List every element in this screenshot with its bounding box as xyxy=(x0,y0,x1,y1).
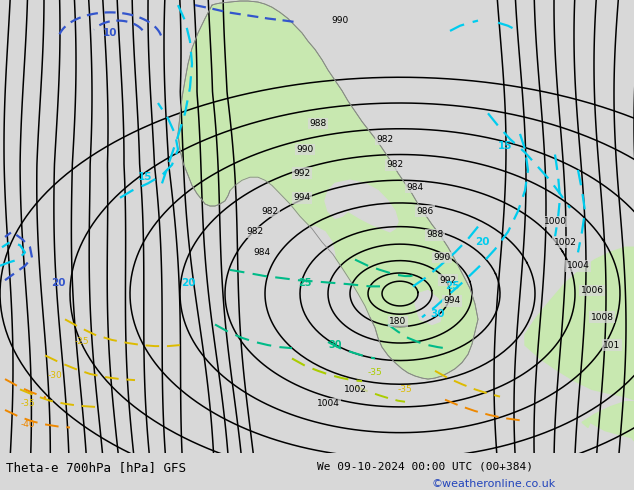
Text: 15: 15 xyxy=(138,172,152,182)
Polygon shape xyxy=(525,247,634,400)
Text: 20: 20 xyxy=(181,278,195,288)
Text: 20: 20 xyxy=(51,278,65,288)
Text: -35: -35 xyxy=(21,399,36,408)
Text: -30: -30 xyxy=(48,371,62,381)
Polygon shape xyxy=(325,180,398,232)
Text: 101: 101 xyxy=(604,341,621,349)
Text: 994: 994 xyxy=(443,296,460,305)
Text: Theta-e 700hPa [hPa] GFS: Theta-e 700hPa [hPa] GFS xyxy=(6,462,186,474)
Text: 992: 992 xyxy=(294,169,311,177)
Text: ©weatheronline.co.uk: ©weatheronline.co.uk xyxy=(431,480,555,490)
Text: 1008: 1008 xyxy=(590,313,614,322)
Text: 20: 20 xyxy=(475,237,489,247)
Text: 982: 982 xyxy=(247,227,264,236)
Text: 30: 30 xyxy=(430,309,445,319)
Text: -35: -35 xyxy=(368,368,382,377)
Text: 180: 180 xyxy=(389,317,406,326)
Text: -40: -40 xyxy=(21,420,36,429)
Polygon shape xyxy=(295,226,335,270)
Polygon shape xyxy=(415,291,442,324)
Text: We 09-10-2024 00:00 UTC (00+384): We 09-10-2024 00:00 UTC (00+384) xyxy=(317,461,533,471)
Text: -25: -25 xyxy=(75,338,89,346)
Text: 984: 984 xyxy=(406,183,424,192)
Text: 30: 30 xyxy=(328,340,342,350)
Text: 10: 10 xyxy=(103,28,117,38)
Text: 990: 990 xyxy=(296,145,314,154)
Text: 982: 982 xyxy=(261,207,278,216)
Text: 982: 982 xyxy=(387,160,404,170)
Text: 990: 990 xyxy=(434,253,451,262)
Text: 990: 990 xyxy=(332,16,349,25)
Text: -35: -35 xyxy=(398,385,412,394)
Text: 1000: 1000 xyxy=(543,217,567,226)
Text: 982: 982 xyxy=(377,135,394,144)
Text: 1002: 1002 xyxy=(553,238,576,246)
Text: 984: 984 xyxy=(254,248,271,257)
Polygon shape xyxy=(582,402,634,441)
Text: 992: 992 xyxy=(439,276,456,285)
Text: 25: 25 xyxy=(298,278,312,288)
Text: 988: 988 xyxy=(427,230,444,240)
Text: 1006: 1006 xyxy=(581,286,604,295)
Text: 15: 15 xyxy=(498,141,512,151)
Text: 25: 25 xyxy=(444,281,459,292)
Text: 988: 988 xyxy=(309,119,327,128)
Text: 994: 994 xyxy=(294,193,311,202)
Text: 1004: 1004 xyxy=(567,261,590,270)
Text: 1002: 1002 xyxy=(344,385,366,394)
Text: 986: 986 xyxy=(417,207,434,216)
Polygon shape xyxy=(178,1,478,379)
Text: 1004: 1004 xyxy=(316,399,339,408)
